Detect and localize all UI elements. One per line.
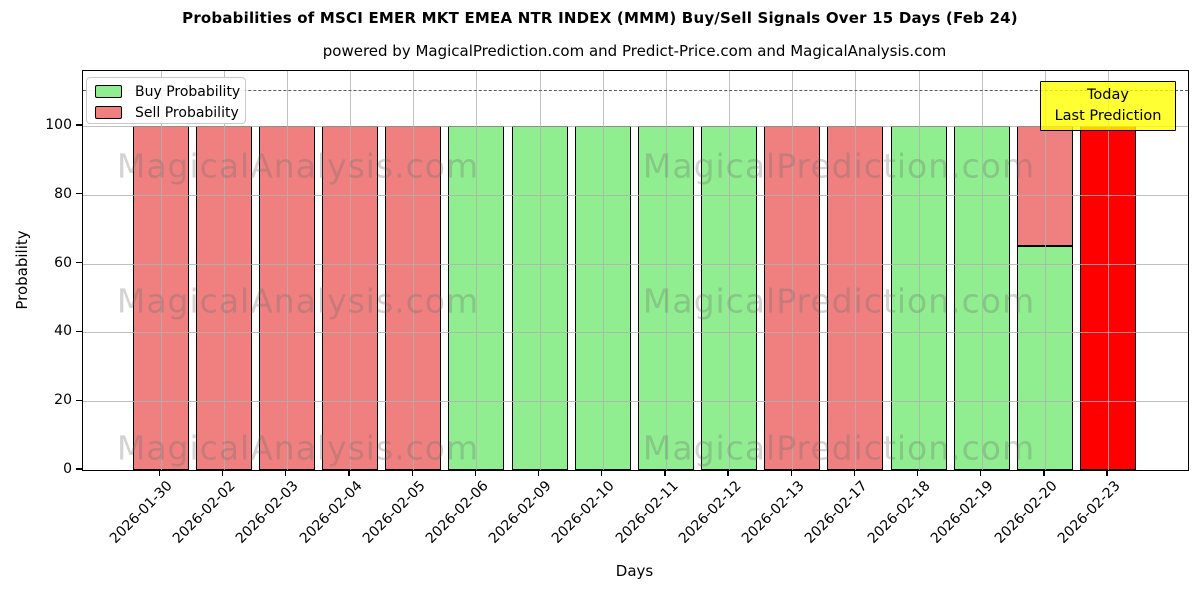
v-gridline bbox=[792, 71, 794, 470]
x-tick-mark bbox=[285, 470, 287, 476]
x-tick-label: 2026-01-30 bbox=[106, 478, 176, 547]
x-tick-label: 2026-02-17 bbox=[801, 478, 871, 547]
x-tick-mark bbox=[853, 470, 856, 476]
plot-area: MagicalAnalysis.com MagicalPrediction.com… bbox=[82, 70, 1189, 471]
h-gridline bbox=[83, 401, 1188, 403]
today-annotation: Today Last Prediction bbox=[1040, 81, 1176, 131]
h-gridline bbox=[83, 263, 1188, 265]
x-tick-mark bbox=[916, 470, 919, 476]
chart-title: Probabilities of MSCI EMER MKT EMEA NTR … bbox=[182, 9, 1018, 27]
y-tick-label: 80 bbox=[54, 185, 72, 202]
x-tick-label: 2026-02-23 bbox=[1054, 478, 1124, 547]
v-gridline bbox=[981, 71, 983, 470]
v-gridline bbox=[350, 71, 351, 470]
v-gridline bbox=[729, 71, 731, 470]
legend-label-sell: Sell Probability bbox=[135, 104, 239, 121]
h-gridline bbox=[83, 126, 1188, 128]
x-tick-mark bbox=[348, 470, 350, 476]
y-tick-mark bbox=[76, 124, 82, 126]
x-tick-mark bbox=[222, 470, 224, 476]
x-tick-label: 2026-02-09 bbox=[485, 478, 555, 547]
y-tick-label: 0 bbox=[63, 461, 72, 477]
annotation-line1: Today bbox=[1087, 87, 1129, 103]
x-tick-mark bbox=[727, 470, 729, 476]
x-tick-mark bbox=[601, 470, 603, 476]
h-gridline bbox=[83, 332, 1188, 334]
watermark-text: MagicalAnalysis.com bbox=[116, 281, 480, 321]
legend: Buy Probability Sell Probability bbox=[86, 77, 246, 124]
annotation-line2: Last Prediction bbox=[1054, 108, 1162, 124]
x-tick-label: 2026-02-10 bbox=[549, 478, 619, 547]
v-gridline bbox=[602, 71, 604, 470]
y-tick-mark bbox=[76, 399, 82, 401]
watermark-layer: MagicalAnalysis.com MagicalPrediction.com… bbox=[83, 71, 1188, 470]
watermark-text: MagicalAnalysis.com bbox=[116, 146, 480, 186]
y-tick-label: 40 bbox=[54, 323, 72, 340]
watermark-text: MagicalPrediction.com bbox=[642, 428, 1036, 468]
x-tick-label: 2026-02-11 bbox=[612, 478, 682, 547]
legend-item-buy: Buy Probability bbox=[95, 83, 241, 100]
buy-color-swatch bbox=[95, 85, 122, 98]
watermark-text: MagicalPrediction.com bbox=[642, 281, 1036, 321]
x-tick-mark bbox=[474, 470, 476, 476]
x-tick-label: 2026-02-12 bbox=[675, 478, 745, 547]
v-gridline bbox=[476, 71, 478, 470]
v-gridline bbox=[665, 71, 667, 470]
legend-label-buy: Buy Probability bbox=[135, 83, 241, 100]
v-gridline bbox=[855, 71, 857, 470]
y-tick-mark bbox=[76, 330, 82, 333]
x-tick-label: 2026-02-04 bbox=[296, 478, 366, 547]
watermark-text: MagicalAnalysis.com bbox=[116, 428, 480, 468]
x-tick-mark bbox=[980, 470, 982, 476]
x-tick-mark bbox=[790, 470, 792, 476]
y-tick-label: 20 bbox=[54, 392, 72, 409]
chart-subtitle: powered by MagicalPrediction.com and Pre… bbox=[322, 42, 947, 60]
v-gridline bbox=[223, 71, 225, 470]
grid-layer bbox=[83, 71, 1188, 470]
x-tick-label: 2026-02-19 bbox=[928, 478, 998, 547]
x-tick-mark bbox=[1043, 470, 1045, 476]
v-gridline bbox=[918, 71, 920, 470]
x-tick-label: 2026-02-05 bbox=[359, 478, 429, 547]
x-tick-mark bbox=[537, 470, 540, 476]
x-tick-label: 2026-02-20 bbox=[991, 478, 1061, 547]
x-tick-mark bbox=[158, 470, 161, 476]
h-gridline bbox=[83, 194, 1188, 196]
y-tick-mark bbox=[76, 261, 82, 264]
v-gridline bbox=[539, 71, 541, 470]
v-gridline bbox=[160, 71, 162, 470]
v-gridline bbox=[1108, 71, 1110, 470]
x-tick-label: 2026-02-13 bbox=[738, 478, 808, 547]
x-tick-mark bbox=[411, 470, 413, 476]
x-tick-mark bbox=[1106, 470, 1108, 476]
x-tick-label: 2026-02-02 bbox=[170, 478, 239, 547]
sell-color-swatch bbox=[95, 106, 122, 119]
x-tick-mark bbox=[664, 470, 666, 476]
legend-item-sell: Sell Probability bbox=[95, 104, 239, 121]
y-tick-mark bbox=[76, 468, 82, 470]
x-tick-label: 2026-02-06 bbox=[422, 478, 492, 547]
x-tick-label: 2026-02-18 bbox=[865, 478, 934, 547]
y-axis-label: Probability bbox=[13, 230, 31, 310]
v-gridline bbox=[1044, 71, 1046, 470]
v-gridline bbox=[286, 71, 288, 470]
v-gridline bbox=[413, 71, 415, 470]
y-tick-mark bbox=[76, 193, 82, 195]
x-axis-label: Days bbox=[615, 562, 654, 580]
y-tick-label: 100 bbox=[45, 117, 72, 134]
watermark-text: MagicalPrediction.com bbox=[642, 146, 1036, 186]
x-tick-label: 2026-02-03 bbox=[233, 478, 303, 547]
y-tick-label: 60 bbox=[54, 254, 72, 271]
threshold-dashed-line bbox=[83, 89, 1188, 91]
